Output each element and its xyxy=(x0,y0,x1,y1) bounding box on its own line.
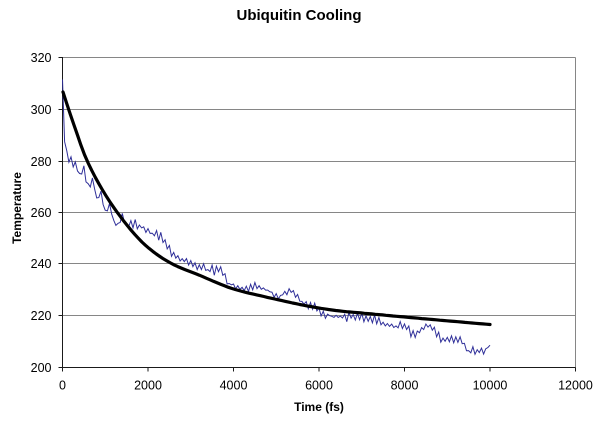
svg-text:4000: 4000 xyxy=(220,379,248,393)
svg-text:6000: 6000 xyxy=(305,379,333,393)
svg-text:260: 260 xyxy=(31,206,52,220)
svg-text:Temperature: Temperature xyxy=(10,172,24,244)
svg-text:220: 220 xyxy=(31,309,52,323)
svg-text:240: 240 xyxy=(31,257,52,271)
svg-text:280: 280 xyxy=(31,155,52,169)
svg-text:320: 320 xyxy=(31,51,52,65)
svg-text:2000: 2000 xyxy=(134,379,162,393)
svg-text:12000: 12000 xyxy=(558,379,593,393)
svg-text:8000: 8000 xyxy=(391,379,419,393)
svg-text:0: 0 xyxy=(59,379,66,393)
svg-text:10000: 10000 xyxy=(473,379,508,393)
svg-text:Time (fs): Time (fs) xyxy=(294,400,344,414)
svg-text:300: 300 xyxy=(31,103,52,117)
svg-text:Ubiquitin Cooling: Ubiquitin Cooling xyxy=(237,7,362,24)
svg-text:200: 200 xyxy=(31,361,52,375)
